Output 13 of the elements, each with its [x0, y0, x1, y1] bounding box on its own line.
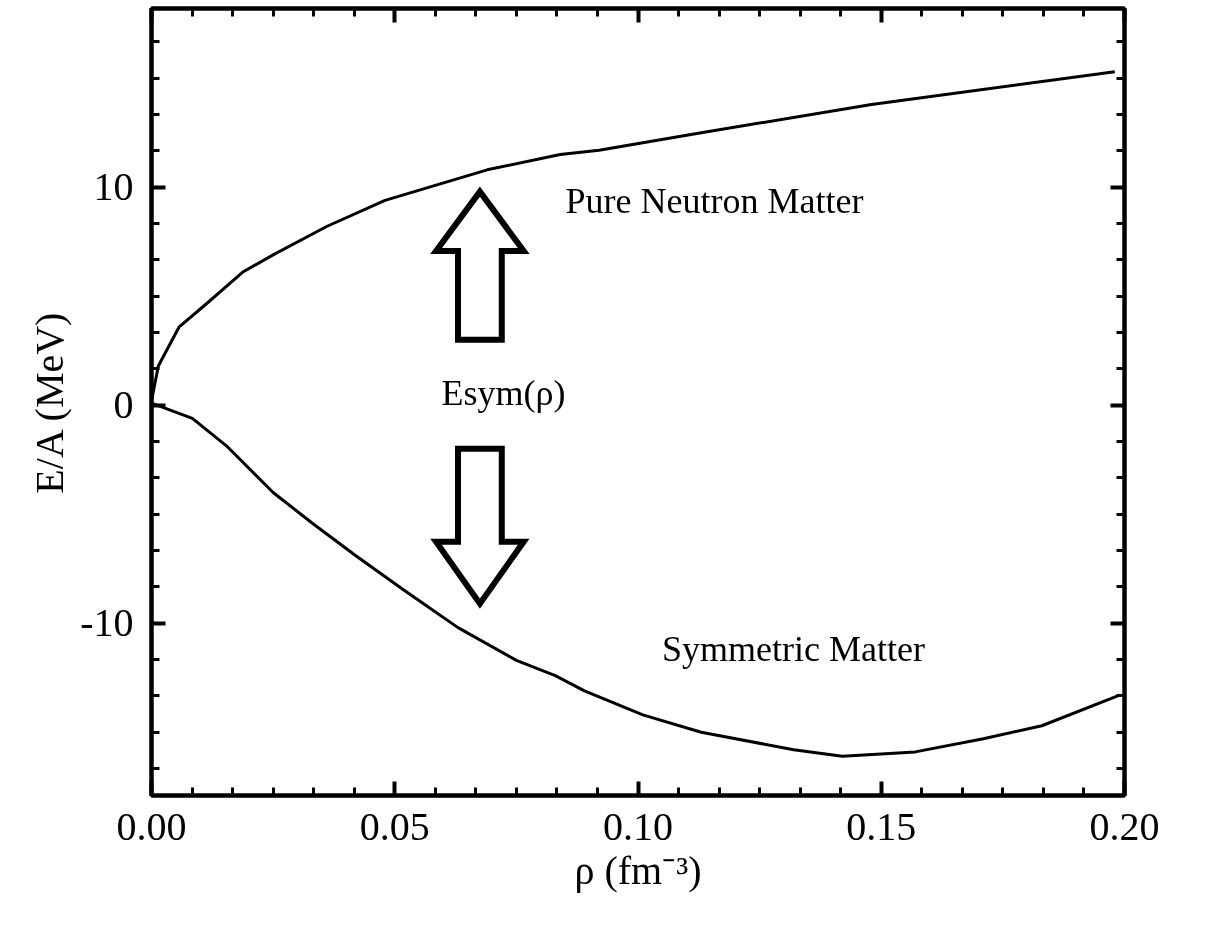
y-tick-label: 10 — [93, 164, 134, 210]
x-tick-label: 0.05 — [359, 803, 430, 849]
y-tick-label: 0 — [113, 382, 134, 428]
x-tick-label: 0.00 — [116, 803, 187, 849]
x-tick-label: 0.20 — [1089, 803, 1160, 849]
y-axis-title: E/A (MeV) — [27, 312, 73, 494]
y-tick-label: -10 — [80, 600, 134, 646]
x-axis-title: ρ (fm⁻³) — [574, 847, 702, 893]
annotation: Symmetric Matter — [662, 628, 925, 669]
annotation: Pure Neutron Matter — [565, 180, 864, 221]
x-tick-label: 0.10 — [603, 803, 673, 849]
annotation: Esym(ρ) — [441, 372, 566, 413]
x-tick-label: 0.15 — [846, 803, 917, 849]
